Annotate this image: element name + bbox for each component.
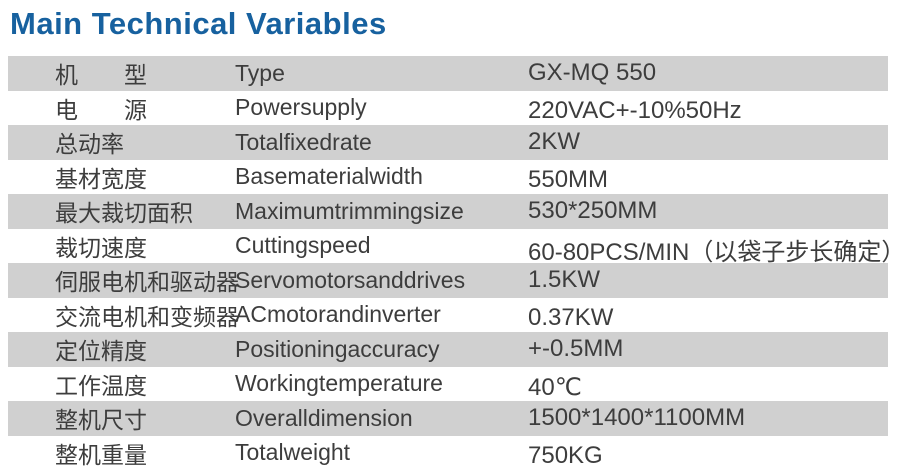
label-en: Basematerialwidth (235, 163, 423, 190)
label-en: ACmotorandinverter (235, 301, 441, 328)
label-en: Positioningaccuracy (235, 335, 440, 362)
value: GX-MQ 550 (528, 59, 657, 87)
table-row: 裁切速度 Cuttingspeed 60-80PCS/MIN（以袋子步长确定） (8, 229, 900, 266)
value: 0.37KW (528, 304, 614, 332)
table-row: 伺服电机和驱动器 Servomotorsanddrives 1.5KW (8, 263, 888, 298)
table-row: 整机重量 Totalweight 750KG (8, 436, 888, 470)
label-zh: 基材宽度 (55, 165, 147, 192)
value: 750KG (528, 442, 603, 470)
table-row: 最大裁切面积 Maximumtrimmingsize 530*250MM (8, 194, 888, 229)
label-en: Type (235, 59, 285, 86)
label-zh: 总动率 (55, 131, 124, 158)
value: +-0.5MM (528, 335, 624, 363)
value: 550MM (528, 166, 609, 194)
label-en: Cuttingspeed (235, 232, 371, 259)
label-en: Maximumtrimmingsize (235, 197, 464, 224)
label-zh: 最大裁切面积 (55, 200, 193, 227)
table-row: 基材宽度 Basematerialwidth 550MM (8, 160, 888, 195)
label-zh: 定位精度 (55, 338, 147, 365)
value: 530*250MM (528, 197, 658, 225)
table-row: 工作温度 Workingtemperature 40℃ (8, 367, 888, 402)
label-zh: 电 源 (55, 96, 147, 123)
value: 220VAC+-10%50Hz (528, 97, 742, 125)
label-en: Powersupply (235, 94, 367, 121)
label-zh: 裁切速度 (55, 234, 147, 261)
label-en: Workingtemperature (235, 370, 443, 397)
table-row: 电 源 Powersupply 220VAC+-10%50Hz (8, 91, 888, 126)
value: 1500*1400*1100MM (528, 404, 746, 432)
table-row: 总动率 Totalfixedrate 2KW (8, 125, 888, 160)
label-en: Servomotorsanddrives (235, 266, 466, 293)
table-row: 机 型 Type GX-MQ 550 (8, 56, 888, 91)
label-en: Overalldimension (235, 404, 413, 431)
label-zh: 整机尺寸 (55, 407, 147, 434)
table-row: 交流电机和变频器 ACmotorandinverter 0.37KW (8, 298, 888, 333)
table-row: 整机尺寸 Overalldimension 1500*1400*1100MM (8, 401, 888, 436)
label-zh: 整机重量 (55, 441, 147, 468)
label-zh: 伺服电机和驱动器 (55, 269, 239, 296)
value: 40℃ (528, 373, 582, 401)
table-row: 定位精度 Positioningaccuracy +-0.5MM (8, 332, 888, 367)
page-title: Main Technical Variables (10, 6, 387, 41)
spec-table: 机 型 Type GX-MQ 550 电 源 Powersupply 220VA… (8, 56, 900, 470)
label-en: Totalweight (235, 439, 351, 466)
label-zh: 交流电机和变频器 (55, 303, 239, 330)
label-zh: 机 型 (55, 62, 147, 89)
label-zh: 工作温度 (55, 372, 147, 399)
value: 1.5KW (528, 266, 601, 294)
value: 60-80PCS/MIN（以袋子步长确定） (528, 238, 900, 266)
value: 2KW (528, 128, 581, 156)
label-en: Totalfixedrate (235, 128, 372, 155)
